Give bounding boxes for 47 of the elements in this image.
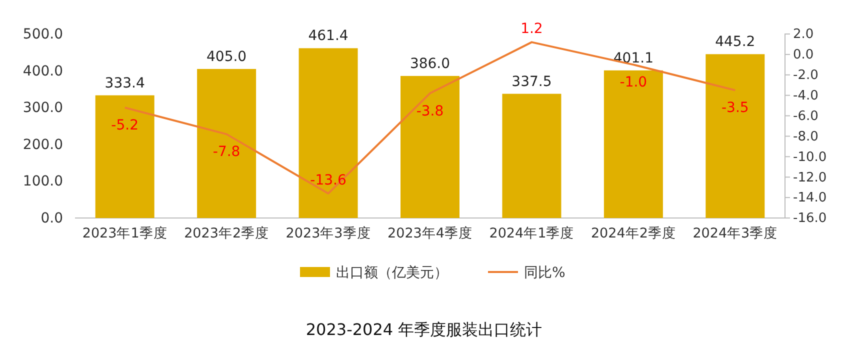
y2-tick-label: -14.0 bbox=[793, 190, 827, 206]
bar bbox=[502, 94, 562, 218]
data-label: -1.0 bbox=[620, 74, 648, 91]
data-label: -3.8 bbox=[416, 103, 444, 120]
y2-tick-label: -16.0 bbox=[793, 211, 827, 226]
data-label: 386.0 bbox=[410, 56, 450, 72]
data-label: 337.5 bbox=[512, 74, 552, 90]
data-label: -3.5 bbox=[721, 100, 749, 116]
data-label: -5.2 bbox=[111, 118, 139, 134]
text: 2023-2024 年季度服装出口统计 bbox=[306, 320, 542, 339]
x-tick-label: 2023年1季度 bbox=[82, 226, 168, 242]
y2-tick-label: -6.0 bbox=[793, 108, 818, 124]
data-label: 333.4 bbox=[104, 75, 145, 92]
x-tick-label: 2024年2季度 bbox=[590, 226, 676, 242]
y2-tick-label: -12.0 bbox=[793, 170, 827, 186]
y2-tick-label: -2.0 bbox=[793, 68, 818, 84]
y-tick-label: 500.0 bbox=[22, 26, 63, 42]
data-label: 405.0 bbox=[206, 48, 247, 65]
y2-tick-label: -8.0 bbox=[793, 129, 818, 144]
y-tick-label: 300.0 bbox=[22, 100, 63, 116]
legend-label: 同比% bbox=[524, 265, 566, 281]
data-label: 461.4 bbox=[308, 28, 348, 44]
bar bbox=[400, 76, 460, 218]
y-tick-label: 400.0 bbox=[22, 63, 63, 80]
x-tick-label: 2023年2季度 bbox=[184, 226, 270, 242]
y-tick-label: 0.0 bbox=[40, 210, 63, 226]
data-label: 401.1 bbox=[613, 50, 654, 66]
y2-tick-label: 0.0 bbox=[793, 48, 814, 63]
legend-label: 出口额（亿美元） bbox=[336, 265, 448, 281]
data-label: -13.6 bbox=[310, 172, 346, 188]
y2-tick-label: 2.0 bbox=[793, 27, 814, 42]
y-tick-label: 100.0 bbox=[22, 174, 63, 190]
data-label: -7.8 bbox=[212, 144, 240, 160]
bar bbox=[95, 95, 154, 218]
bar bbox=[604, 70, 663, 218]
y-tick-label: 200.0 bbox=[22, 136, 63, 153]
x-tick-label: 2023年4季度 bbox=[388, 226, 472, 242]
x-tick-label: 2023年3季度 bbox=[286, 226, 371, 242]
x-tick-label: 2024年1季度 bbox=[489, 226, 574, 242]
bar bbox=[298, 48, 358, 218]
y2-tick-label: -10.0 bbox=[793, 150, 827, 165]
bar bbox=[197, 68, 256, 218]
bar bbox=[706, 54, 765, 218]
data-label: 1.2 bbox=[520, 21, 543, 38]
x-tick-label: 2024年3季度 bbox=[692, 226, 778, 242]
data-label: 445.2 bbox=[715, 34, 756, 50]
y2-tick-label: -4.0 bbox=[793, 88, 818, 104]
